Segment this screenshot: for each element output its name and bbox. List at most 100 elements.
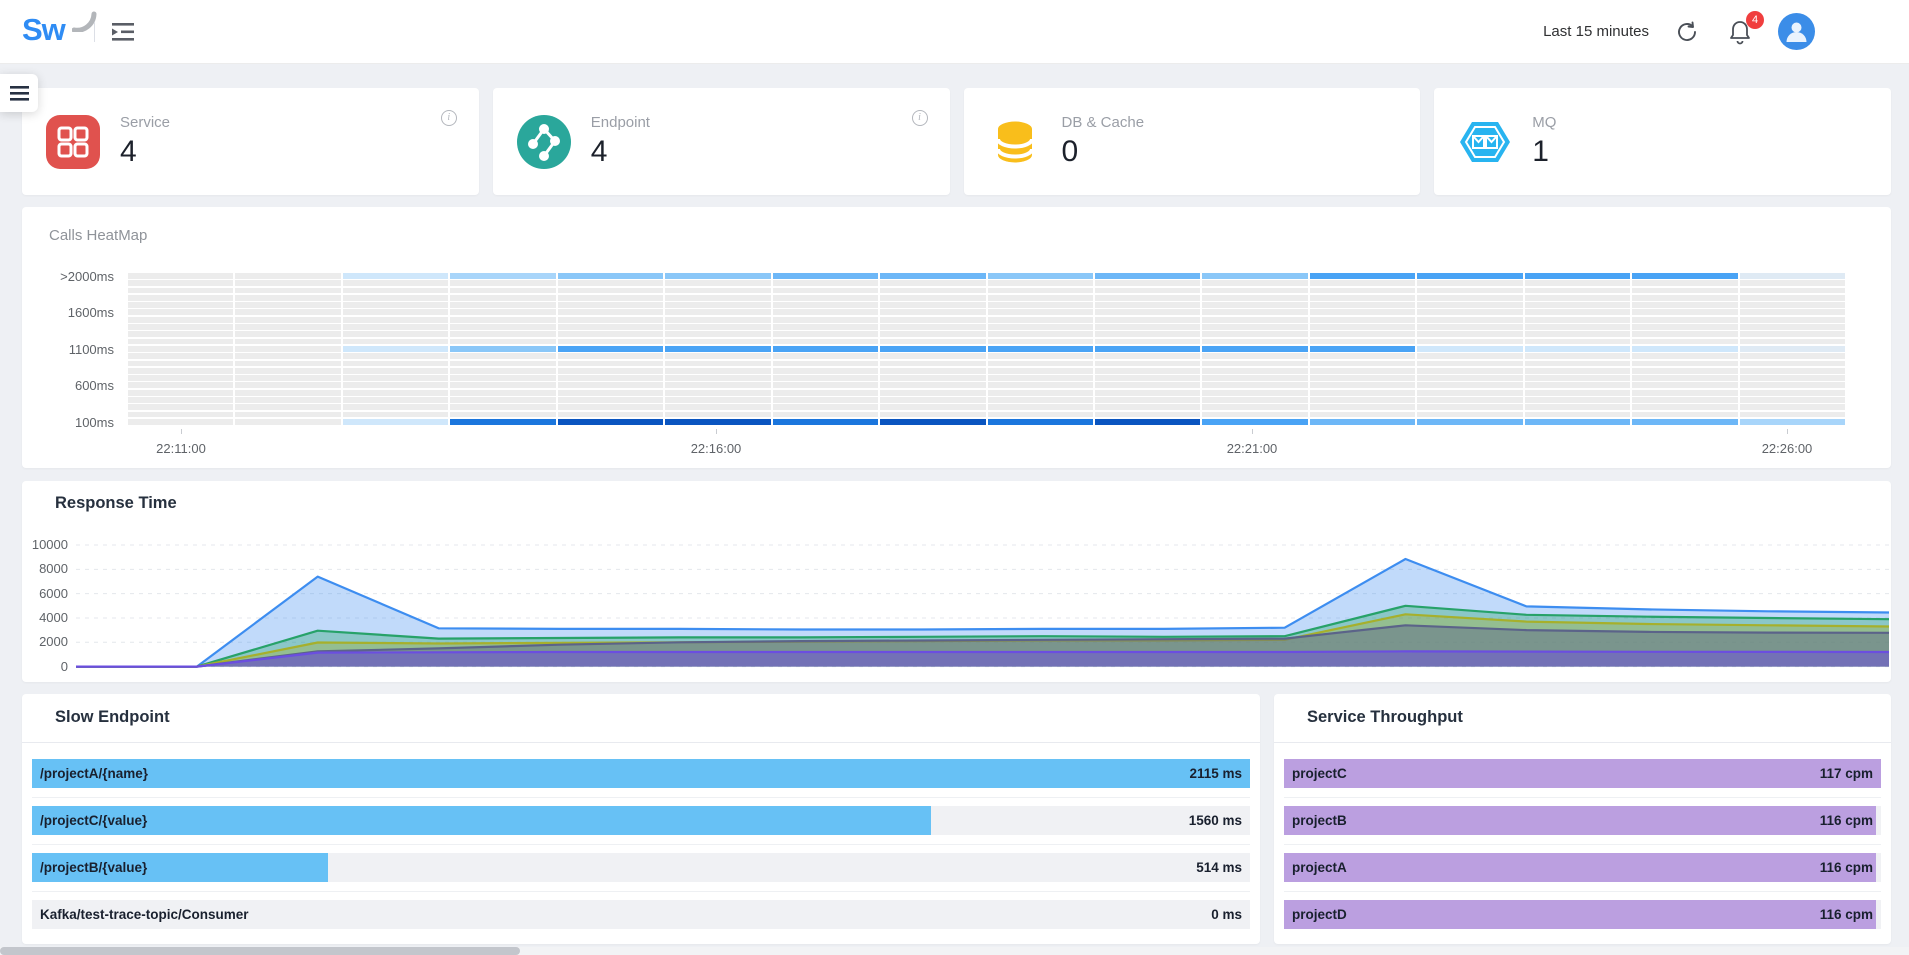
heatmap-cell[interactable]: [1202, 317, 1307, 323]
heatmap-cell[interactable]: [450, 295, 555, 301]
heatmap-cell[interactable]: [1525, 390, 1630, 396]
heatmap-cell[interactable]: [1632, 346, 1737, 352]
heatmap-cell[interactable]: [128, 280, 233, 286]
heatmap-cell[interactable]: [235, 317, 340, 323]
heatmap-cell[interactable]: [343, 390, 448, 396]
heatmap-cell[interactable]: [1310, 339, 1415, 345]
menu-unfold-icon[interactable]: [112, 22, 134, 42]
heatmap-cell[interactable]: [1095, 273, 1200, 279]
heatmap-cell[interactable]: [1202, 331, 1307, 337]
heatmap-cell[interactable]: [665, 288, 770, 294]
heatmap-cell[interactable]: [558, 324, 663, 330]
heatmap-cell[interactable]: [558, 397, 663, 403]
heatmap-cell[interactable]: [128, 412, 233, 418]
heatmap-cell[interactable]: [1632, 324, 1737, 330]
heatmap-cell[interactable]: [1095, 382, 1200, 388]
heatmap-cell[interactable]: [1632, 375, 1737, 381]
list-item[interactable]: projectC 117 cpm: [1284, 751, 1881, 798]
heatmap-cell[interactable]: [880, 412, 985, 418]
heatmap-cell[interactable]: [773, 404, 878, 410]
heatmap-cell[interactable]: [1202, 419, 1307, 425]
heatmap-cell[interactable]: [1095, 375, 1200, 381]
heatmap-cell[interactable]: [343, 361, 448, 367]
list-item[interactable]: /projectA/{name} 2115 ms: [32, 751, 1250, 798]
heatmap-cell[interactable]: [988, 397, 1093, 403]
heatmap-cell[interactable]: [343, 368, 448, 374]
heatmap-cell[interactable]: [558, 368, 663, 374]
heatmap-cell[interactable]: [880, 331, 985, 337]
heatmap-cell[interactable]: [988, 317, 1093, 323]
heatmap-cell[interactable]: [1202, 404, 1307, 410]
heatmap-cell[interactable]: [558, 280, 663, 286]
heatmap-cell[interactable]: [1095, 390, 1200, 396]
heatmap-cell[interactable]: [1740, 280, 1845, 286]
heatmap-cell[interactable]: [450, 331, 555, 337]
heatmap-cell[interactable]: [1740, 353, 1845, 359]
heatmap-cell[interactable]: [1202, 382, 1307, 388]
heatmap-cell[interactable]: [1095, 295, 1200, 301]
heatmap-cell[interactable]: [1310, 280, 1415, 286]
heatmap-cell[interactable]: [880, 375, 985, 381]
heatmap-cell[interactable]: [665, 273, 770, 279]
heatmap-cell[interactable]: [235, 339, 340, 345]
heatmap-cell[interactable]: [235, 404, 340, 410]
heatmap-cell[interactable]: [773, 361, 878, 367]
heatmap-cell[interactable]: [1310, 397, 1415, 403]
heatmap-cell[interactable]: [773, 419, 878, 425]
heatmap-cell[interactable]: [665, 412, 770, 418]
heatmap-cell[interactable]: [1740, 346, 1845, 352]
heatmap-cell[interactable]: [1417, 404, 1522, 410]
heatmap-cell[interactable]: [880, 317, 985, 323]
heatmap-cell[interactable]: [450, 288, 555, 294]
heatmap-cell[interactable]: [1740, 295, 1845, 301]
heatmap-cell[interactable]: [773, 339, 878, 345]
heatmap-cell[interactable]: [773, 324, 878, 330]
heatmap-cell[interactable]: [1310, 273, 1415, 279]
heatmap-cell[interactable]: [1632, 390, 1737, 396]
heatmap-cell[interactable]: [1202, 375, 1307, 381]
heatmap-cell[interactable]: [1095, 309, 1200, 315]
heatmap-cell[interactable]: [1525, 273, 1630, 279]
app-logo[interactable]: Sw: [22, 12, 65, 48]
heatmap-cell[interactable]: [558, 353, 663, 359]
heatmap-cell[interactable]: [235, 288, 340, 294]
heatmap-cell[interactable]: [665, 324, 770, 330]
heatmap-cell[interactable]: [450, 302, 555, 308]
heatmap-cell[interactable]: [1310, 361, 1415, 367]
heatmap-cell[interactable]: [343, 309, 448, 315]
heatmap-cell[interactable]: [1632, 368, 1737, 374]
heatmap-cell[interactable]: [1525, 397, 1630, 403]
heatmap-cell[interactable]: [450, 339, 555, 345]
heatmap-cell[interactable]: [988, 295, 1093, 301]
heatmap-cell[interactable]: [1095, 317, 1200, 323]
heatmap-cell[interactable]: [128, 390, 233, 396]
heatmap-cell[interactable]: [665, 331, 770, 337]
heatmap-cell[interactable]: [1417, 302, 1522, 308]
heatmap-grid[interactable]: [128, 273, 1845, 426]
heatmap-cell[interactable]: [988, 288, 1093, 294]
heatmap-cell[interactable]: [665, 419, 770, 425]
list-item[interactable]: /projectB/{value} 514 ms: [32, 845, 1250, 892]
notifications-button[interactable]: 4: [1728, 19, 1754, 45]
heatmap-cell[interactable]: [1095, 404, 1200, 410]
heatmap-cell[interactable]: [558, 404, 663, 410]
heatmap-cell[interactable]: [235, 331, 340, 337]
heatmap-cell[interactable]: [558, 295, 663, 301]
heatmap-cell[interactable]: [1095, 331, 1200, 337]
heatmap-cell[interactable]: [880, 324, 985, 330]
heatmap-cell[interactable]: [558, 390, 663, 396]
heatmap-cell[interactable]: [665, 346, 770, 352]
heatmap-cell[interactable]: [343, 295, 448, 301]
heatmap-cell[interactable]: [1417, 324, 1522, 330]
heatmap-cell[interactable]: [1095, 397, 1200, 403]
heatmap-cell[interactable]: [988, 324, 1093, 330]
heatmap-cell[interactable]: [1632, 280, 1737, 286]
refresh-icon[interactable]: [1675, 20, 1699, 44]
heatmap-cell[interactable]: [128, 273, 233, 279]
heatmap-cell[interactable]: [235, 273, 340, 279]
heatmap-cell[interactable]: [1202, 361, 1307, 367]
heatmap-cell[interactable]: [1095, 339, 1200, 345]
heatmap-cell[interactable]: [1525, 339, 1630, 345]
heatmap-cell[interactable]: [1740, 382, 1845, 388]
heatmap-cell[interactable]: [880, 302, 985, 308]
